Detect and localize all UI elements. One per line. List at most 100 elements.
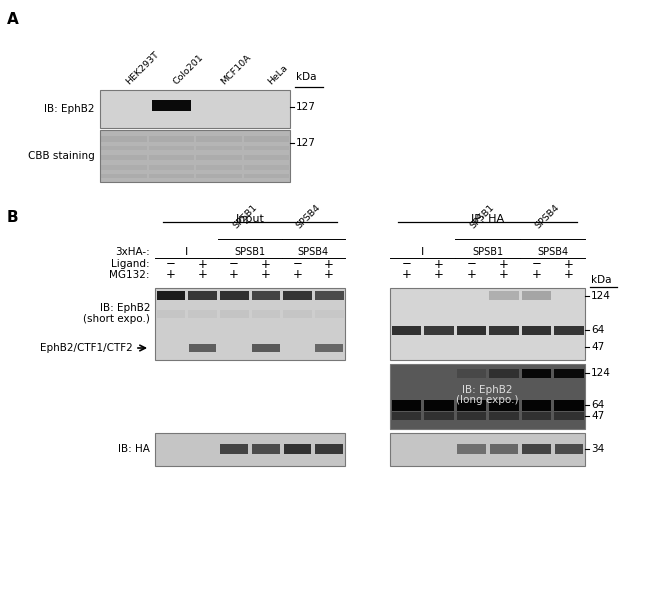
FancyBboxPatch shape [456,326,486,335]
Text: Ligand:: Ligand: [111,259,150,269]
Text: MCF10A: MCF10A [219,52,252,86]
Text: +: + [434,268,444,281]
FancyBboxPatch shape [315,310,343,318]
Text: B: B [7,210,19,225]
FancyBboxPatch shape [457,444,486,454]
Text: −: − [166,257,176,270]
Text: SPSB1: SPSB1 [468,203,496,230]
FancyBboxPatch shape [220,291,248,300]
FancyBboxPatch shape [244,136,289,142]
FancyBboxPatch shape [101,146,146,150]
Text: +: + [499,257,509,270]
FancyBboxPatch shape [424,412,454,420]
Text: kDa: kDa [591,275,612,285]
Text: +: + [401,268,411,281]
Text: 127: 127 [296,102,316,112]
Text: MG132:: MG132: [109,270,150,280]
Text: SPSB4: SPSB4 [533,203,561,230]
Text: 47: 47 [591,342,604,352]
Text: 127: 127 [296,138,316,148]
Text: 64: 64 [591,400,604,410]
FancyBboxPatch shape [244,155,289,160]
FancyBboxPatch shape [554,326,584,335]
Text: +: + [434,257,444,270]
Text: IB: HA: IB: HA [118,445,150,454]
FancyBboxPatch shape [188,291,217,300]
FancyBboxPatch shape [456,412,486,420]
Text: −: − [531,257,541,270]
Text: +: + [166,268,176,281]
Text: +: + [198,268,207,281]
FancyBboxPatch shape [155,288,345,360]
FancyBboxPatch shape [196,155,242,160]
FancyBboxPatch shape [424,400,454,411]
FancyBboxPatch shape [283,310,312,318]
FancyBboxPatch shape [521,400,551,411]
Text: CBB staining: CBB staining [28,151,95,161]
Text: +: + [499,268,509,281]
FancyBboxPatch shape [283,444,311,454]
FancyBboxPatch shape [554,369,584,378]
Text: SPSB1: SPSB1 [472,247,503,257]
FancyBboxPatch shape [148,155,194,160]
FancyBboxPatch shape [390,364,585,429]
Text: I: I [421,247,424,257]
Text: +: + [466,268,476,281]
Text: SPSB4: SPSB4 [294,203,322,230]
FancyBboxPatch shape [456,400,486,411]
Text: −: − [229,257,239,270]
Text: kDa: kDa [296,72,317,82]
Text: 34: 34 [591,444,604,454]
Text: SPSB1: SPSB1 [235,247,266,257]
Text: SPSB1: SPSB1 [231,203,259,230]
FancyBboxPatch shape [521,326,551,335]
Text: SPSB4: SPSB4 [537,247,568,257]
FancyBboxPatch shape [390,288,585,360]
Text: EphB2/CTF1/CTF2: EphB2/CTF1/CTF2 [40,343,133,353]
Text: IB: EphB2: IB: EphB2 [99,303,150,313]
FancyBboxPatch shape [391,326,421,335]
FancyBboxPatch shape [148,174,194,178]
FancyBboxPatch shape [196,146,242,150]
FancyBboxPatch shape [315,444,343,454]
FancyBboxPatch shape [489,291,519,300]
Text: A: A [7,12,19,27]
FancyBboxPatch shape [100,90,290,128]
Text: SPSB4: SPSB4 [298,247,329,257]
Text: IB: EphB2: IB: EphB2 [462,385,513,395]
FancyBboxPatch shape [521,412,551,420]
FancyBboxPatch shape [283,291,312,300]
Text: (short expo.): (short expo.) [83,314,150,324]
FancyBboxPatch shape [188,310,217,318]
FancyBboxPatch shape [101,136,146,142]
Text: HEK293T: HEK293T [124,49,161,86]
FancyBboxPatch shape [252,444,280,454]
FancyBboxPatch shape [196,174,242,178]
FancyBboxPatch shape [196,165,242,170]
Text: I: I [185,247,188,257]
Text: +: + [564,257,574,270]
FancyBboxPatch shape [101,174,146,178]
FancyBboxPatch shape [554,444,583,454]
Text: 124: 124 [591,291,611,301]
FancyBboxPatch shape [489,444,518,454]
FancyBboxPatch shape [101,155,146,160]
FancyBboxPatch shape [554,412,584,420]
FancyBboxPatch shape [244,165,289,170]
FancyBboxPatch shape [196,136,242,142]
FancyBboxPatch shape [390,433,585,466]
FancyBboxPatch shape [521,291,551,300]
Text: (long expo.): (long expo.) [456,395,519,405]
FancyBboxPatch shape [489,369,519,378]
FancyBboxPatch shape [315,344,343,352]
FancyBboxPatch shape [554,400,584,411]
FancyBboxPatch shape [424,326,454,335]
FancyBboxPatch shape [148,136,194,142]
FancyBboxPatch shape [148,165,194,170]
FancyBboxPatch shape [101,165,146,170]
FancyBboxPatch shape [391,412,421,420]
Text: Colo201: Colo201 [171,52,205,86]
FancyBboxPatch shape [155,433,345,466]
Text: +: + [229,268,239,281]
FancyBboxPatch shape [252,310,280,318]
